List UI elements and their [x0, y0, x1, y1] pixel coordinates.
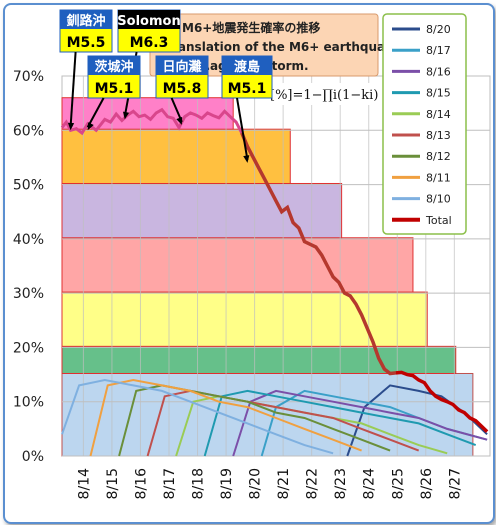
legend-label: Total	[425, 214, 452, 227]
annotation-header	[222, 56, 272, 75]
annotation-arrowhead	[87, 122, 94, 131]
x-tick-label: 8/26	[419, 468, 435, 500]
legend-label: 8/11	[426, 171, 451, 184]
annotation-location: 渡島	[234, 59, 260, 75]
annotation-arrow	[69, 51, 77, 128]
y-tick-label: 40%	[13, 232, 44, 248]
band-5	[61, 128, 291, 184]
annotation-header	[118, 10, 180, 29]
annotation-arrowhead	[67, 122, 75, 131]
x-tick-label: 8/19	[219, 468, 235, 499]
chart-title-box: M6+地震発生確率の推移 …ranslation of the M6+ eart…	[149, 13, 401, 77]
annotation-location: 日向灘	[162, 59, 201, 75]
annotation-header	[156, 56, 208, 75]
annotation-header	[88, 56, 140, 75]
annotation-magnitude: M6.3	[130, 35, 169, 51]
x-axis: 8/14 8/15 8/16 8/17 8/18 8/19 8/20 8/21 8/22 8/23…	[76, 468, 463, 500]
annotation-magnitude: M5.5	[67, 35, 106, 51]
daily-series	[61, 378, 488, 457]
chart-title: M6+地震発生確率の推移	[182, 20, 320, 35]
y-tick-label: 10%	[13, 395, 44, 411]
annotation-arrow	[236, 97, 249, 161]
annotation-location: 釧路沖	[66, 13, 105, 29]
x-tick-label: 8/22	[305, 468, 321, 499]
x-tick-label: 8/16	[133, 468, 149, 500]
daily-line-7	[89, 378, 362, 457]
legend-label: 8/12	[426, 150, 451, 163]
earthquake-annotations: 釧路沖 M5.5 Solomon M6.3 茨城沖 M5.1 日向灘 M5.8 渡島 M5.1	[59, 9, 273, 163]
annotation-0: 釧路沖 M5.5	[59, 9, 113, 131]
x-tick-label: 8/15	[105, 468, 121, 499]
annotation-4: 渡島 M5.1	[221, 55, 273, 163]
y-tick-label: 50%	[13, 178, 44, 194]
annotation-arrowhead	[243, 155, 250, 163]
legend-label: 8/13	[426, 129, 451, 142]
annotation-magnitude: M5.8	[163, 81, 202, 97]
y-tick-label: 60%	[13, 123, 44, 139]
band-1	[61, 345, 457, 374]
annotation-1: Solomon M6.3	[117, 9, 181, 120]
legend-label: 8/10	[426, 193, 451, 206]
band-4	[61, 182, 343, 239]
annotation-2: 茨城沖 M5.1	[86, 55, 141, 131]
chart-subtitle-1: …ranslation of the M6+ earthquake	[160, 40, 401, 54]
x-tick-label: 8/21	[276, 468, 292, 499]
annotation-location: 茨城沖	[94, 59, 133, 75]
band-2	[61, 291, 428, 347]
daily-line-2	[232, 389, 488, 457]
formula-box: [%]=1−∏i(1−ki)	[268, 83, 386, 105]
x-tick-label: 8/25	[390, 468, 406, 499]
annotation-arrow	[86, 97, 105, 128]
total-line-red	[395, 370, 489, 433]
y-tick-label: 20%	[13, 340, 44, 356]
formula-text: [%]=1−∏i(1−ki)	[270, 88, 378, 103]
annotation-location: Solomon	[117, 14, 180, 29]
annotation-magnitude: M5.1	[228, 81, 267, 97]
annotation-arrowhead	[176, 116, 183, 125]
x-tick-label: 8/20	[248, 468, 264, 499]
legend-label: 8/17	[426, 44, 451, 57]
x-tick-label: 8/14	[76, 468, 92, 500]
band-3	[61, 237, 414, 293]
annotation-3: 日向灘 M5.8	[155, 55, 209, 125]
daily-line-6	[118, 384, 391, 457]
legend-label: 8/20	[426, 23, 451, 36]
daily-line-8	[61, 378, 334, 455]
x-tick-label: 8/17	[162, 468, 178, 499]
annotation-arrowhead	[122, 111, 130, 120]
x-tick-label: 8/18	[191, 468, 207, 499]
annotation-header	[60, 10, 112, 29]
y-tick-label: 70%	[13, 69, 44, 85]
x-tick-label: 8/27	[447, 468, 463, 499]
legend: 8/20 8/17 8/16 8/15 8/14 8/13 8/12 8/11 8/10 Tota…	[382, 13, 467, 235]
legend-label: 8/16	[426, 65, 451, 78]
legend-label: 8/14	[426, 108, 451, 121]
total-line-mid	[240, 132, 396, 376]
annotation-magnitude: M5.1	[95, 81, 134, 97]
daily-line-3	[203, 389, 477, 457]
y-tick-label: 0%	[22, 449, 44, 465]
legend-label: 8/15	[426, 87, 451, 100]
x-tick-label: 8/24	[362, 468, 378, 500]
x-tick-label: 8/23	[333, 468, 349, 499]
y-axis: 0% 10% 20% 30% 40% 50% 60% 70%	[13, 69, 44, 465]
y-tick-label: 30%	[13, 286, 44, 302]
daily-line-5	[146, 389, 420, 457]
